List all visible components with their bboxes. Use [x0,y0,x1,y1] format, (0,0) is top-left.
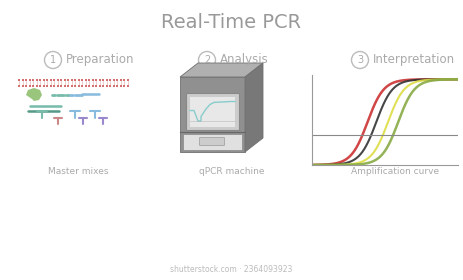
FancyBboxPatch shape [74,85,76,87]
FancyBboxPatch shape [43,85,45,87]
Text: 3: 3 [357,55,363,65]
FancyBboxPatch shape [123,85,125,87]
FancyBboxPatch shape [126,85,129,87]
FancyBboxPatch shape [77,78,80,81]
FancyBboxPatch shape [81,85,83,87]
FancyBboxPatch shape [70,85,73,87]
FancyBboxPatch shape [21,85,24,87]
FancyBboxPatch shape [95,78,97,81]
Text: Analysis: Analysis [220,53,269,67]
FancyBboxPatch shape [29,78,31,81]
FancyBboxPatch shape [60,85,63,87]
Polygon shape [180,63,263,77]
FancyBboxPatch shape [102,78,104,81]
FancyBboxPatch shape [74,78,76,81]
FancyBboxPatch shape [67,78,69,81]
FancyBboxPatch shape [50,85,52,87]
FancyBboxPatch shape [56,78,59,81]
FancyBboxPatch shape [67,85,69,87]
Polygon shape [180,77,245,152]
FancyBboxPatch shape [25,85,27,87]
Polygon shape [245,63,263,152]
FancyBboxPatch shape [85,78,87,81]
FancyBboxPatch shape [85,85,87,87]
Text: shutterstock.com · 2364093923: shutterstock.com · 2364093923 [170,265,292,274]
FancyBboxPatch shape [183,134,242,150]
FancyBboxPatch shape [70,78,73,81]
FancyBboxPatch shape [186,93,239,130]
FancyBboxPatch shape [32,85,34,87]
FancyBboxPatch shape [39,85,41,87]
Text: Amplification curve: Amplification curve [351,167,439,176]
FancyBboxPatch shape [190,97,235,127]
FancyBboxPatch shape [77,85,80,87]
FancyBboxPatch shape [53,78,56,81]
FancyBboxPatch shape [92,78,94,81]
Text: Preparation: Preparation [66,53,134,67]
FancyBboxPatch shape [123,78,125,81]
FancyBboxPatch shape [113,78,115,81]
FancyBboxPatch shape [36,78,38,81]
FancyBboxPatch shape [43,78,45,81]
FancyBboxPatch shape [32,78,34,81]
FancyBboxPatch shape [99,85,101,87]
FancyBboxPatch shape [106,85,108,87]
FancyBboxPatch shape [63,85,66,87]
FancyBboxPatch shape [119,78,122,81]
FancyBboxPatch shape [81,78,83,81]
FancyBboxPatch shape [60,78,63,81]
FancyBboxPatch shape [119,85,122,87]
FancyBboxPatch shape [88,78,90,81]
FancyBboxPatch shape [46,78,48,81]
FancyBboxPatch shape [200,137,225,146]
FancyBboxPatch shape [116,85,119,87]
FancyBboxPatch shape [53,85,56,87]
FancyBboxPatch shape [29,85,31,87]
FancyBboxPatch shape [116,78,119,81]
Text: 1: 1 [50,55,56,65]
FancyBboxPatch shape [95,85,97,87]
FancyBboxPatch shape [99,78,101,81]
Text: qPCR machine: qPCR machine [199,167,265,176]
FancyBboxPatch shape [126,78,129,81]
Text: 2: 2 [204,55,210,65]
FancyBboxPatch shape [18,85,20,87]
FancyBboxPatch shape [92,85,94,87]
FancyBboxPatch shape [21,78,24,81]
FancyBboxPatch shape [39,78,41,81]
FancyBboxPatch shape [56,85,59,87]
FancyBboxPatch shape [109,85,111,87]
FancyBboxPatch shape [102,85,104,87]
Text: Real-Time PCR: Real-Time PCR [161,13,301,32]
Text: Master mixes: Master mixes [48,167,108,176]
FancyBboxPatch shape [113,85,115,87]
FancyBboxPatch shape [18,78,20,81]
FancyBboxPatch shape [106,78,108,81]
FancyBboxPatch shape [63,78,66,81]
FancyBboxPatch shape [109,78,111,81]
Polygon shape [26,88,42,101]
FancyBboxPatch shape [50,78,52,81]
FancyBboxPatch shape [36,85,38,87]
FancyBboxPatch shape [88,85,90,87]
FancyBboxPatch shape [46,85,48,87]
Text: Interpretation: Interpretation [373,53,455,67]
FancyBboxPatch shape [25,78,27,81]
